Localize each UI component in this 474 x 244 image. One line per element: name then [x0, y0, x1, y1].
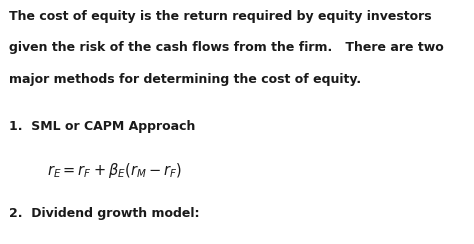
Text: given the risk of the cash flows from the firm.   There are two: given the risk of the cash flows from th…	[9, 41, 444, 54]
Text: $r_E = r_F + \beta_E(r_M - r_F)$: $r_E = r_F + \beta_E(r_M - r_F)$	[47, 161, 182, 180]
Text: 1.  SML or CAPM Approach: 1. SML or CAPM Approach	[9, 120, 196, 132]
Text: The cost of equity is the return required by equity investors: The cost of equity is the return require…	[9, 10, 432, 23]
Text: 2.  Dividend growth model:: 2. Dividend growth model:	[9, 207, 200, 220]
Text: major methods for determining the cost of equity.: major methods for determining the cost o…	[9, 73, 362, 86]
